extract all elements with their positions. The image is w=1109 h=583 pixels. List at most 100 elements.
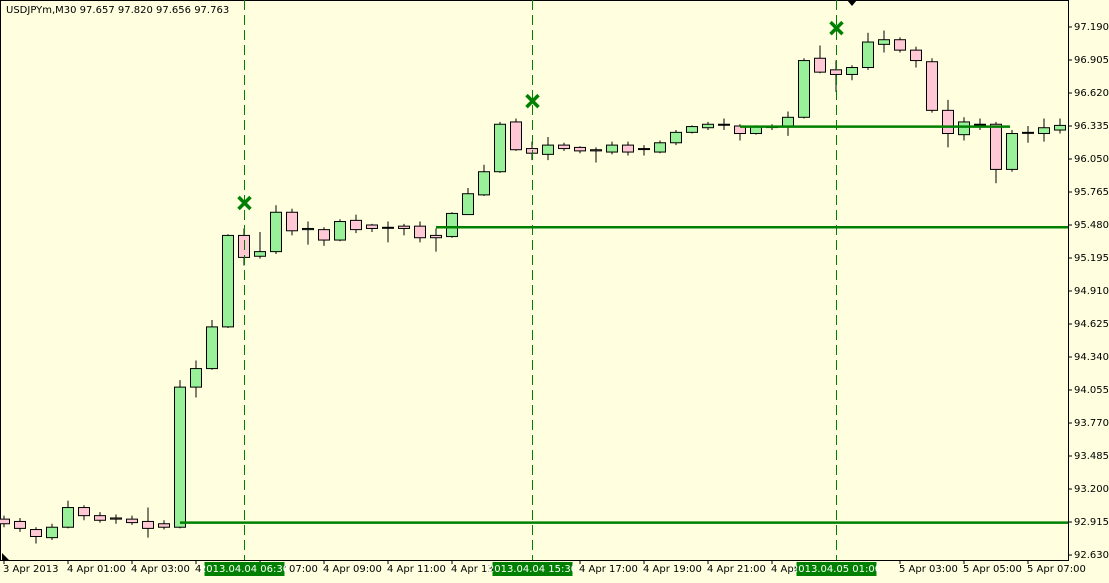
y-tick-label: 92.915 <box>1074 517 1109 528</box>
candle-body <box>366 224 378 229</box>
x-tick-label: 5 Apr 07:00 <box>1027 564 1086 575</box>
candle-body <box>910 49 922 62</box>
y-tick-label: 93.200 <box>1074 484 1109 495</box>
candle-body <box>14 520 26 529</box>
candle-body <box>702 123 714 129</box>
x-tick-label: 4 Apr 11:00 <box>387 564 446 575</box>
candle-body <box>174 386 186 528</box>
x-tick-label: 5 Apr 03:00 <box>899 564 958 575</box>
candle-body <box>286 211 298 232</box>
candle-body <box>494 123 506 173</box>
candle-body <box>830 69 842 75</box>
candle-body <box>206 326 218 370</box>
x-tick-label: 4 Apr 19:00 <box>643 564 702 575</box>
x-marker <box>829 20 844 36</box>
candle-body <box>718 123 730 126</box>
candle-body <box>478 171 490 196</box>
time-label-box <box>492 562 573 576</box>
candle-body <box>0 518 10 525</box>
candle-body <box>958 121 970 136</box>
y-tick-label: 94.340 <box>1074 352 1109 363</box>
candle-body <box>942 109 954 135</box>
candle-body <box>1006 133 1018 170</box>
candle-body <box>414 225 426 239</box>
candle-body <box>62 507 74 528</box>
x-tick-label: 4 Apr 07:00 <box>259 564 318 575</box>
y-tick-label: 95.765 <box>1074 187 1109 198</box>
time-label-box <box>204 562 285 576</box>
x-marker <box>525 93 540 109</box>
candle-body <box>462 193 474 216</box>
candle-body <box>190 368 202 388</box>
candle-body <box>862 41 874 69</box>
x-tick-label: 4 Apr 03:00 <box>131 564 190 575</box>
candle-body <box>782 116 794 128</box>
y-tick-label: 93.770 <box>1074 418 1109 429</box>
y-tick-label: 94.625 <box>1074 319 1109 330</box>
x-tick-label: 4 Apr 17:00 <box>579 564 638 575</box>
time-label: 2013.04.05 01:00 <box>792 564 881 575</box>
y-tick-label: 95.195 <box>1074 253 1109 264</box>
x-marker <box>237 195 252 211</box>
candle-body <box>254 251 266 257</box>
x-tick-label: 5 Apr 05:00 <box>963 564 1022 575</box>
candle-body <box>1022 131 1034 134</box>
candle-body <box>510 121 522 151</box>
time-label: 2013.04.04 15:30 <box>488 564 577 575</box>
candle-body <box>654 142 666 153</box>
candle-body <box>606 144 618 153</box>
time-label: 2013.04.04 06:30 <box>200 564 289 575</box>
candle-body <box>110 517 122 520</box>
x-tick-label: 4 Apr 13:00 <box>451 564 510 575</box>
candle-body <box>382 226 394 229</box>
shift-marker <box>847 0 857 6</box>
candle-body <box>846 67 858 75</box>
candle-body <box>126 518 138 524</box>
x-tick-label: 3 Apr 2013 <box>3 564 58 575</box>
candle-body <box>974 123 986 126</box>
candle-body <box>78 507 90 517</box>
candle-body <box>558 144 570 150</box>
y-tick-label: 97.190 <box>1074 22 1109 33</box>
candle-body <box>638 148 650 151</box>
candle-body <box>446 212 458 238</box>
candle-body <box>926 61 938 111</box>
candle-body <box>334 221 346 241</box>
x-tick-label: 4 Apr 09:00 <box>323 564 382 575</box>
y-tick-label: 94.055 <box>1074 385 1109 396</box>
candle-body <box>142 520 154 529</box>
candle-body <box>1038 127 1050 135</box>
corner-marker <box>2 553 9 560</box>
candle-body <box>1054 124 1066 131</box>
candle-body <box>222 234 234 328</box>
candle-body <box>350 219 362 231</box>
candle-body <box>94 515 106 521</box>
y-tick-label: 92.630 <box>1074 550 1109 561</box>
y-tick-label: 96.050 <box>1074 154 1109 165</box>
candle-body <box>398 225 410 229</box>
candle-body <box>574 146 586 152</box>
candle-body <box>542 144 554 155</box>
candle-body <box>30 529 42 537</box>
y-tick-label: 93.485 <box>1074 451 1109 462</box>
candle-body <box>686 126 698 133</box>
y-tick-label: 94.910 <box>1074 286 1109 297</box>
candle-body <box>798 60 810 118</box>
candle-body <box>878 39 890 45</box>
y-tick-label: 96.620 <box>1074 88 1109 99</box>
x-tick-label: 4 Apr 21:00 <box>707 564 766 575</box>
candle-body <box>318 229 330 241</box>
y-tick-label: 96.905 <box>1074 55 1109 66</box>
candle-body <box>590 149 602 152</box>
y-tick-label: 95.480 <box>1074 220 1109 231</box>
candle-body <box>302 227 314 231</box>
candle-body <box>158 523 170 528</box>
candle-body <box>990 123 1002 170</box>
plot-frame <box>0 0 1069 561</box>
y-tick-label: 96.335 <box>1074 121 1109 132</box>
candle-body <box>622 144 634 153</box>
